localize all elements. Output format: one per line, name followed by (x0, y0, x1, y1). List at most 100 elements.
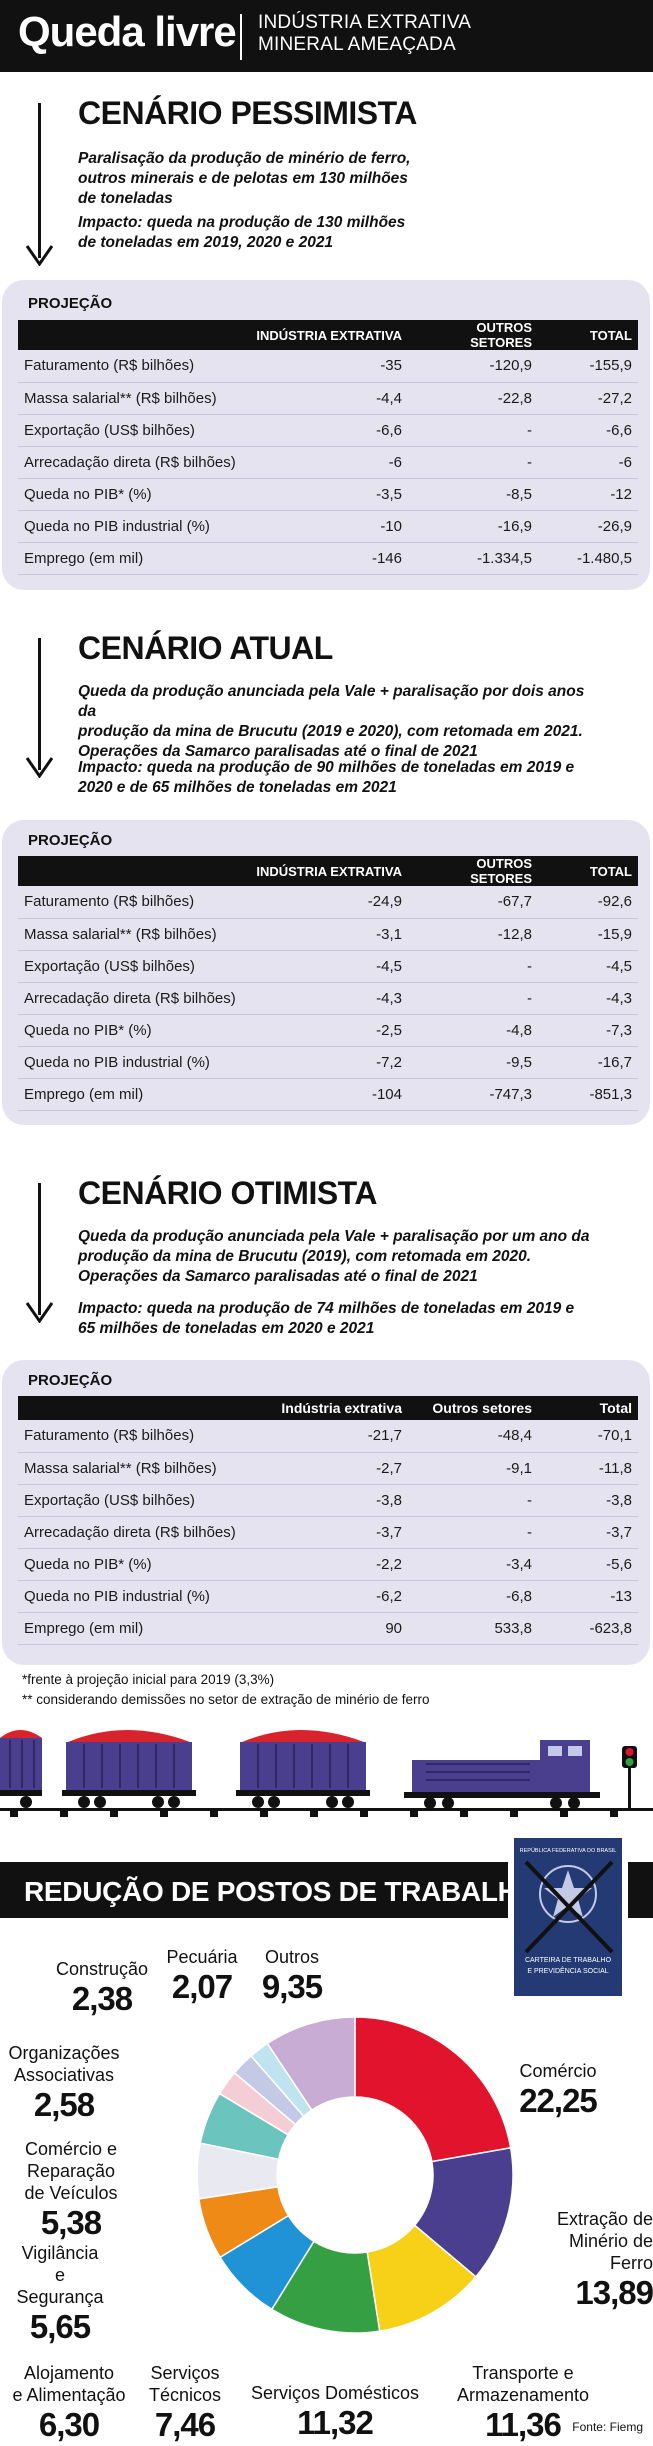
table-row: Faturamento (R$ bilhões) -24,9 -67,7 -92,6 (18, 886, 638, 919)
table-cell: -7,3 (538, 1014, 638, 1047)
page-subtitle: INDÚSTRIA EXTRATIVA MINERAL AMEAÇADA (258, 12, 471, 56)
slice-value: 7,46 (154, 2406, 216, 2443)
slice-name: Comércio (519, 2061, 597, 2081)
table-row: Emprego (em mil) -104 -747,3 -851,3 (18, 1078, 638, 1111)
row-label: Emprego (em mil) (18, 1612, 248, 1645)
table-cell: -67,7 (408, 886, 538, 919)
pie-slice-12 (266, 2016, 356, 2112)
table-cell: -155,9 (538, 350, 638, 383)
table-cell: -13 (538, 1580, 638, 1613)
pie-slice-1 (354, 2016, 512, 2163)
table-cell: -3,5 (248, 478, 408, 511)
column-header (18, 320, 248, 350)
footnote-1: *frente à projeção inicial para 2019 (3,… (22, 1672, 275, 1687)
table-row: Queda no PIB* (%) -2,2 -3,4 -5,6 (18, 1548, 638, 1581)
subtitle-line-2: MINERAL AMEAÇADA (258, 34, 456, 55)
row-label: Faturamento (R$ bilhões) (18, 350, 248, 383)
row-label: Exportação (US$ bilhões) (18, 1484, 248, 1517)
projection-box: PROJEÇÃO INDÚSTRIA EXTRATIVA OUTROS SETORE… (2, 820, 650, 1125)
slice-name: Vigilância e Segurança (16, 2243, 104, 2307)
table-cell: -6 (248, 446, 408, 479)
slice-name: Extração de Minério de Ferro (556, 2209, 653, 2273)
table-cell: -9,5 (408, 1046, 538, 1079)
row-label: Emprego (em mil) (18, 1078, 248, 1111)
column-header: Total (538, 1396, 638, 1420)
projection-label: PROJEÇÃO (28, 295, 113, 312)
table-cell: -3,7 (538, 1516, 638, 1549)
subtitle-line-1: INDÚSTRIA EXTRATIVA (258, 12, 472, 33)
slice-value: 11,36 (485, 2406, 562, 2443)
slice-label-3: Transporte e Armazenamento 11,36 (448, 2362, 598, 2444)
donut-chart (196, 2016, 514, 2334)
table-cell: -6 (538, 446, 638, 479)
table-cell: 533,8 (408, 1612, 538, 1645)
table-cell: -6,6 (538, 414, 638, 447)
projection-label: PROJEÇÃO (28, 832, 113, 849)
table-cell: -3,4 (408, 1548, 538, 1581)
table-cell: -2,2 (248, 1548, 408, 1581)
arrow-line (38, 103, 41, 258)
row-label: Massa salarial** (R$ bilhões) (18, 1452, 248, 1485)
footnote-2: ** considerando demissões no setor de ex… (22, 1692, 430, 1707)
table-cell: -623,8 (538, 1612, 638, 1645)
table-row: Faturamento (R$ bilhões) -35 -120,9 -155,9 (18, 350, 638, 383)
slice-name: Transporte e Armazenamento (456, 2363, 590, 2405)
table-cell: -16,9 (408, 510, 538, 543)
table-row: Emprego (em mil) -146 -1.334,5 -1.480,5 (18, 542, 638, 575)
table-row: Queda no PIB* (%) -3,5 -8,5 -12 (18, 478, 638, 511)
slice-label-4: Serviços Domésticos 11,32 (250, 2382, 420, 2442)
row-label: Queda no PIB industrial (%) (18, 1580, 248, 1613)
table-cell: - (408, 1484, 538, 1517)
row-label: Arrecadação direta (R$ bilhões) (18, 982, 248, 1015)
row-label: Exportação (US$ bilhões) (18, 414, 248, 447)
table-cell: -3,8 (248, 1484, 408, 1517)
table-cell: 90 (248, 1612, 408, 1645)
column-header: OUTROS SETORES (408, 856, 538, 886)
table-cell: -3,8 (538, 1484, 638, 1517)
table-cell: -4,8 (408, 1014, 538, 1047)
table-cell: -4,5 (538, 950, 638, 983)
work-card-illustration: REPÚBLICA FEDERATIVA DO BRASIL CARTEIRA … (508, 1832, 628, 2002)
table-cell: -3,7 (248, 1516, 408, 1549)
table-cell: -104 (248, 1078, 408, 1111)
table-cell: -120,9 (408, 350, 538, 383)
slice-value: 11,32 (297, 2404, 374, 2441)
table-row: Queda no PIB industrial (%) -6,2 -6,8 -13 (18, 1580, 638, 1613)
slice-value: 22,25 (519, 2082, 598, 2119)
slice-name: Construção (55, 1959, 149, 1979)
card-subtitle-text: E PREVIDÊNCIA SOCIAL (527, 1966, 608, 1975)
card-title-text: CARTEIRA DE TRABALHO (525, 1957, 612, 1964)
projection-table: INDÚSTRIA EXTRATIVA OUTROS SETORES TOTAL Fa… (18, 320, 638, 575)
table-row: Queda no PIB industrial (%) -10 -16,9 -26,9 (18, 510, 638, 543)
column-header: Outros setores (408, 1396, 538, 1420)
scenario-impact: Impacto: queda na produção de 130 milhõe… (78, 214, 406, 251)
slice-label-7: Vigilância e Segurança 5,65 (10, 2242, 110, 2346)
column-header: TOTAL (538, 856, 638, 886)
row-label: Queda no PIB* (%) (18, 1014, 248, 1047)
table-cell: -21,7 (248, 1420, 408, 1453)
column-header: TOTAL (538, 320, 638, 350)
table-cell: -1.480,5 (538, 542, 638, 575)
table-cell: -4,5 (248, 950, 408, 983)
row-label: Queda no PIB* (%) (18, 478, 248, 511)
page-header: Queda livre INDÚSTRIA EXTRATIVA MINERAL … (0, 0, 653, 72)
table-cell: -92,6 (538, 886, 638, 919)
scenario-impact: Impacto: queda na produção de 74 milhões… (78, 1300, 575, 1337)
projection-box: PROJEÇÃO INDÚSTRIA EXTRATIVA OUTROS SETORE… (2, 280, 650, 590)
scenario-title: CENÁRIO PESSIMISTA (78, 95, 417, 131)
row-label: Exportação (US$ bilhões) (18, 950, 248, 983)
slice-value: 2,58 (33, 2086, 95, 2123)
table-cell: -9,1 (408, 1452, 538, 1485)
slice-value: 5,38 (40, 2204, 102, 2241)
table-cell: -747,3 (408, 1078, 538, 1111)
slice-value: 6,30 (38, 2406, 100, 2443)
table-cell: -5,6 (538, 1548, 638, 1581)
table-cell: -1.334,5 (408, 542, 538, 575)
slice-label-9: Organizações Associativas 2,58 (4, 2042, 124, 2124)
table-row: Massa salarial** (R$ bilhões) -4,4 -22,8 -2… (18, 382, 638, 415)
train-illustration (0, 1730, 653, 1817)
table-cell: -4,3 (538, 982, 638, 1015)
row-label: Arrecadação direta (R$ bilhões) (18, 446, 248, 479)
table-row: Exportação (US$ bilhões) -4,5- -4,5 (18, 950, 638, 983)
card-country-text: REPÚBLICA FEDERATIVA DO BRASIL (520, 1847, 617, 1854)
